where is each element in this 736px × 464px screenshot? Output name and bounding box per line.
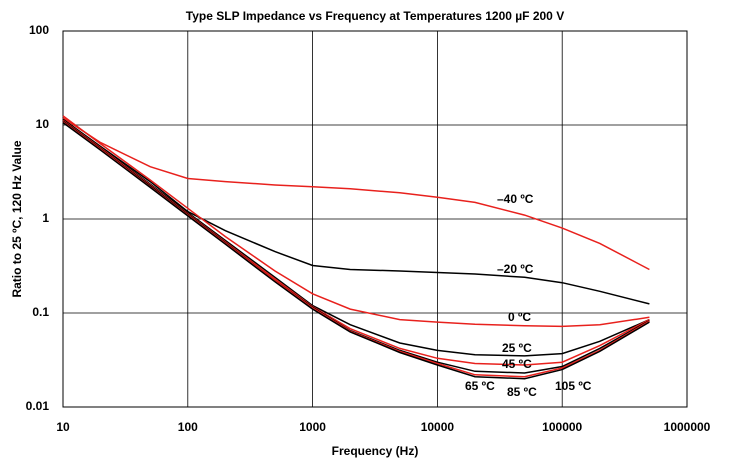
x-tick-label: 1000000 [664, 420, 711, 434]
series-label: 45 ºC [502, 357, 532, 371]
series-line [62, 118, 650, 357]
y-tick-label: 1 [42, 211, 49, 225]
series-line [62, 120, 650, 374]
x-tick-label: 1000 [299, 420, 326, 434]
series-line [62, 121, 650, 380]
y-tick-label: 0.1 [32, 305, 49, 319]
x-tick-label: 10000 [421, 420, 455, 434]
series-label: –40 ºC [497, 192, 534, 206]
series-label: –20 ºC [497, 262, 534, 276]
x-axis-title: Frequency (Hz) [332, 444, 419, 458]
series-label: 85 ºC [507, 385, 537, 399]
y-tick-label: 100 [29, 23, 49, 37]
series-line [62, 119, 650, 366]
chart-title: Type SLP Impedance vs Frequency at Tempe… [186, 9, 564, 23]
series-label: 65 ºC [465, 379, 495, 393]
series-line [62, 118, 650, 305]
x-tick-label: 100000 [542, 420, 582, 434]
series-label: 105 ºC [555, 379, 592, 393]
y-tick-label: 10 [36, 117, 50, 131]
x-tick-label: 10 [56, 420, 70, 434]
series-label: 25 ºC [502, 341, 532, 355]
y-tick-label: 0.01 [26, 399, 50, 413]
series-line [62, 117, 650, 271]
series-line [62, 115, 650, 328]
series-line [62, 121, 650, 378]
x-tick-label: 100 [178, 420, 198, 434]
series-label: 0 ºC [508, 310, 531, 324]
y-axis-title: Ratio to 25 ºC, 120 Hz Value [10, 140, 24, 297]
